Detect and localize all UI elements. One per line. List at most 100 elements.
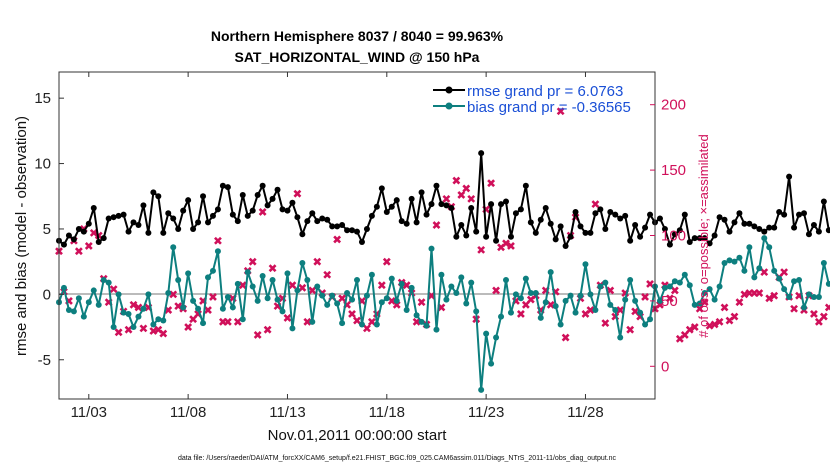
- y-axis-right-label: # of obs: o=possible; ×=assimilated: [696, 134, 711, 337]
- bias-point: [135, 313, 142, 320]
- rmse-point: [771, 224, 778, 231]
- obs-point-stroke: [412, 317, 421, 326]
- rmse-point: [80, 228, 87, 235]
- rmse-point: [393, 197, 400, 204]
- obs-point-stroke: [417, 298, 426, 307]
- obs-point: [149, 327, 158, 335]
- rmse-point: [433, 182, 440, 189]
- bias-point: [706, 286, 713, 293]
- rmse-point: [815, 228, 822, 235]
- obs-point: [412, 317, 421, 326]
- obs-point-stroke: [492, 286, 500, 295]
- obs-point-stroke: [507, 242, 515, 250]
- obs-point: [631, 307, 640, 316]
- rmse-point: [388, 203, 395, 210]
- obs-point-stroke: [387, 296, 396, 305]
- rmse-point: [120, 211, 127, 218]
- obs-point: [353, 316, 361, 325]
- y-right-tick-label: 0: [661, 358, 669, 375]
- bias-point: [125, 310, 132, 317]
- rmse-point: [125, 228, 132, 235]
- obs-point-stroke: [442, 194, 451, 203]
- obs-point-stroke: [487, 179, 496, 188]
- rmse-point: [825, 227, 830, 234]
- obs-point: [303, 317, 312, 326]
- bias-point: [274, 296, 281, 303]
- obs-point-stroke: [258, 208, 267, 216]
- obs-point: [377, 281, 386, 290]
- rmse-point: [453, 233, 460, 240]
- bias-point: [522, 275, 529, 282]
- rmse-point: [224, 184, 231, 191]
- obs-point: [89, 228, 98, 237]
- obs-point: [824, 303, 830, 312]
- bias-point: [428, 245, 435, 252]
- rmse-point: [309, 210, 316, 217]
- bias-point: [239, 316, 246, 323]
- obs-point: [313, 257, 322, 266]
- rmse-point: [597, 206, 604, 213]
- obs-point-stroke: [189, 315, 198, 324]
- rmse-point: [736, 210, 743, 217]
- obs-point-stroke: [238, 281, 247, 290]
- bias-point: [383, 295, 390, 302]
- rmse-point: [289, 199, 296, 206]
- chart-subtitle: SAT_HORIZONTAL_WIND @ 150 hPa: [235, 49, 480, 65]
- obs-point: [507, 242, 515, 250]
- obs-point: [700, 298, 709, 307]
- rmse-point: [647, 211, 654, 218]
- obs-point: [323, 270, 332, 279]
- bias-point: [65, 307, 72, 314]
- rmse-point: [155, 193, 162, 200]
- obs-point-stroke: [377, 281, 386, 290]
- bias-point: [234, 280, 241, 287]
- rmse-point: [592, 210, 599, 217]
- bias-point: [761, 235, 768, 242]
- obs-point: [665, 294, 674, 303]
- rmse-point: [473, 228, 480, 235]
- bias-point: [155, 316, 162, 323]
- rmse-point: [756, 225, 763, 232]
- rmse-point: [334, 223, 341, 230]
- rmse-point: [661, 225, 668, 232]
- obs-point: [487, 179, 496, 188]
- bias-point: [284, 270, 291, 277]
- rmse-point: [572, 208, 579, 215]
- obs-point-stroke: [214, 236, 222, 245]
- bias-point: [423, 322, 430, 329]
- obs-point: [819, 312, 828, 321]
- bias-point: [279, 308, 286, 315]
- obs-point-stroke: [367, 317, 376, 326]
- obs-point: [159, 329, 168, 338]
- footer-data-file: data file: /Users/raeder/DAI/ATM_forcXX/…: [178, 455, 617, 462]
- obs-point: [601, 319, 610, 328]
- obs-point: [263, 325, 272, 334]
- bias-point: [453, 290, 460, 297]
- obs-point: [124, 325, 133, 334]
- bias-point: [766, 244, 773, 251]
- obs-point-stroke: [710, 320, 719, 329]
- obs-point-stroke: [288, 281, 297, 290]
- bias-point: [756, 265, 763, 272]
- bias-point: [165, 290, 172, 297]
- rmse-point: [637, 233, 644, 240]
- rmse-point: [135, 222, 142, 229]
- bias-point: [299, 259, 306, 266]
- obs-point: [740, 290, 749, 299]
- obs-point: [402, 281, 411, 290]
- bias-point: [90, 287, 97, 294]
- rmse-point: [358, 239, 365, 246]
- bias-point: [741, 267, 748, 274]
- chart-title: Northern Hemisphere 8037 / 8040 = 99.963…: [211, 28, 504, 44]
- rmse-point: [681, 211, 688, 218]
- bias-point: [612, 307, 619, 314]
- bias-point: [339, 320, 346, 327]
- obs-point-stroke: [720, 303, 729, 312]
- rmse-point: [60, 241, 67, 248]
- bias-point: [805, 291, 812, 298]
- bias-point: [249, 283, 256, 290]
- obs-point: [129, 300, 138, 309]
- rmse-point: [100, 235, 107, 242]
- obs-point-stroke: [700, 298, 709, 307]
- rmse-point: [721, 216, 728, 223]
